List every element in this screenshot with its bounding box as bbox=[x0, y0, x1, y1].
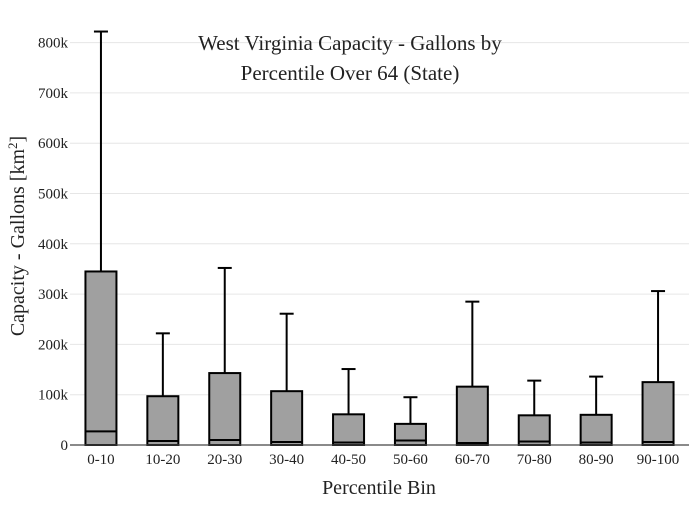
y-tick-label: 100k bbox=[38, 388, 69, 404]
x-tick-label: 50-60 bbox=[393, 452, 428, 468]
box-20-30 bbox=[208, 372, 242, 447]
grid-layer bbox=[70, 42, 689, 396]
x-axis-title: Percentile Bin bbox=[322, 477, 436, 499]
x-tick-label: 40-50 bbox=[331, 452, 366, 468]
x-tick-label: 60-70 bbox=[455, 452, 490, 468]
box-90-100 bbox=[641, 381, 675, 446]
x-tick-label: 0-10 bbox=[87, 452, 115, 468]
x-tick-label: 30-40 bbox=[269, 452, 304, 468]
y-axis-title-main: Capacity - Gallons [km bbox=[7, 149, 29, 337]
box-80-90 bbox=[579, 413, 613, 447]
y-axis-title-close: ] bbox=[7, 136, 29, 143]
x-tick-label: 90-100 bbox=[637, 452, 680, 468]
x-tick-label: 70-80 bbox=[517, 452, 552, 468]
y-axis-title: Capacity - Gallons [km2] bbox=[5, 136, 30, 336]
box-30-40 bbox=[270, 390, 304, 446]
y-axis-title-superscript: 2 bbox=[5, 142, 20, 149]
box-layer bbox=[84, 30, 675, 447]
axis-layer: 0 100k 200k 300k 400k 500k 600k 700k 800k 0-10 10-… bbox=[38, 36, 689, 468]
box-50-60 bbox=[393, 422, 427, 446]
y-tick-label: 400k bbox=[38, 237, 69, 253]
x-tick-label: 20-30 bbox=[207, 452, 242, 468]
box-0-10 bbox=[84, 270, 118, 446]
box-40-50 bbox=[332, 413, 366, 446]
chart-title-line-1: West Virginia Capacity - Gallons by bbox=[198, 31, 502, 55]
x-tick-label: 80-90 bbox=[579, 452, 614, 468]
y-tick-label: 700k bbox=[38, 86, 69, 102]
chart-title-line-2: Percentile Over 64 (State) bbox=[241, 61, 460, 85]
box-60-70 bbox=[455, 385, 489, 447]
x-tick-label: 10-20 bbox=[145, 452, 180, 468]
y-tick-label: 600k bbox=[38, 136, 69, 152]
y-tick-label: 800k bbox=[38, 36, 69, 52]
box-10-20 bbox=[146, 395, 180, 447]
y-tick-label: 0 bbox=[61, 438, 69, 454]
box-70-80 bbox=[517, 414, 551, 446]
y-tick-label: 300k bbox=[38, 287, 69, 303]
y-tick-label: 200k bbox=[38, 337, 69, 353]
y-tick-label: 500k bbox=[38, 187, 69, 203]
